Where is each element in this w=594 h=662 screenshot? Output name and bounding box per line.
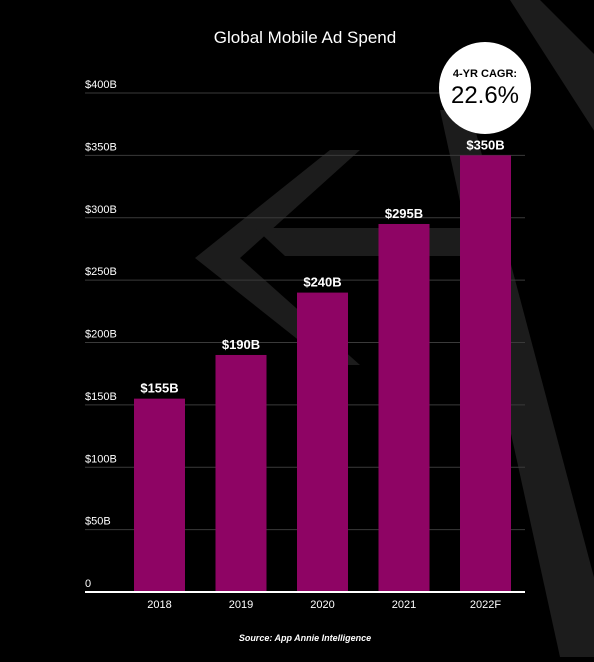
- x-tick-label: 2021: [392, 599, 416, 611]
- bar: [297, 292, 348, 592]
- y-tick-label: $250B: [85, 266, 117, 278]
- bar-value-label: $295B: [385, 206, 423, 221]
- decor-shape-top: [455, 0, 594, 131]
- x-tick-label: 2020: [310, 599, 334, 611]
- y-axis-tick-labels: 0 $50B $100B $150B $200B $250B $300B $350B $400B: [85, 79, 117, 590]
- x-tick-label: 2022F: [470, 599, 501, 611]
- decor-shape-bar: [255, 228, 470, 256]
- cagr-badge: 4-YR CAGR: 22.6%: [439, 42, 531, 134]
- bar: [460, 155, 511, 592]
- bar-value-label: $240B: [303, 275, 341, 290]
- bar-value-label: $350B: [466, 137, 504, 152]
- y-tick-label: $150B: [85, 391, 117, 403]
- source-note: Source: App Annie Intelligence: [239, 633, 371, 643]
- y-tick-label: $100B: [85, 453, 117, 465]
- x-axis-tick-labels: 2018 2019 2020 2021 2022F: [147, 599, 501, 611]
- bar: [134, 398, 185, 592]
- y-tick-label: $50B: [85, 516, 111, 528]
- decor-shape-chevron: [195, 150, 360, 365]
- cagr-badge-label: 4-YR CAGR:: [453, 68, 517, 80]
- x-tick-label: 2018: [147, 599, 171, 611]
- bar-value-labels: $155B $190B $240B $295B $350B: [140, 137, 504, 395]
- bar: [378, 223, 430, 593]
- y-tick-label: $200B: [85, 329, 117, 341]
- x-tick-label: 2019: [229, 599, 253, 611]
- bar-value-label: $190B: [222, 337, 260, 352]
- bars: [134, 155, 511, 593]
- cagr-badge-circle: [439, 42, 531, 134]
- bar: [215, 354, 267, 592]
- y-tick-label: $300B: [85, 204, 117, 216]
- y-tick-label: $400B: [85, 79, 117, 91]
- bar-value-label: $155B: [140, 381, 178, 396]
- cagr-badge-value: 22.6%: [451, 82, 519, 109]
- chart-title: Global Mobile Ad Spend: [214, 28, 396, 47]
- y-tick-label: 0: [85, 578, 91, 590]
- y-tick-label: $350B: [85, 141, 117, 153]
